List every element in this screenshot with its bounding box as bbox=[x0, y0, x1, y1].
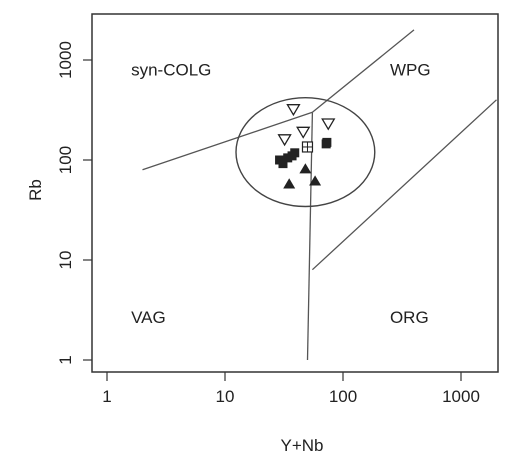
region-label: VAG bbox=[131, 308, 166, 327]
region-label: ORG bbox=[390, 308, 429, 327]
y-axis: 1 10 100 1000 bbox=[56, 41, 92, 365]
region-label: syn-COLG bbox=[131, 61, 211, 80]
ellipse-region bbox=[235, 96, 376, 208]
y-tick-label: 1 bbox=[56, 355, 75, 364]
filled-triangle-point bbox=[309, 175, 322, 186]
filled-triangle-point bbox=[283, 178, 296, 189]
plot-frame bbox=[91, 13, 499, 373]
filled-square-point bbox=[322, 137, 332, 147]
x-tick-label: 1 bbox=[102, 387, 111, 406]
x-axis: 1 10 100 1000 bbox=[102, 372, 480, 406]
ellipse-layer bbox=[235, 96, 376, 208]
y-tick-label: 10 bbox=[56, 251, 75, 270]
x-axis-title: Y+Nb bbox=[281, 436, 324, 455]
x-tick-label: 100 bbox=[329, 387, 357, 406]
filled-square-point bbox=[290, 148, 300, 158]
region-label: WPG bbox=[390, 61, 431, 80]
open-triangle-point bbox=[296, 126, 311, 139]
y-axis-title: Rb bbox=[26, 179, 45, 201]
boundary-line bbox=[306, 112, 314, 361]
y-tick-label: 1000 bbox=[56, 41, 75, 79]
open-triangle-point bbox=[321, 118, 336, 131]
plot-area bbox=[91, 13, 499, 373]
boundary-line bbox=[142, 111, 313, 171]
boundary-line bbox=[311, 99, 497, 271]
filled-triangle-point bbox=[299, 163, 312, 174]
boundary-line bbox=[311, 29, 415, 113]
data-markers bbox=[275, 104, 336, 189]
y-tick-label: 100 bbox=[56, 146, 75, 174]
filled-square-point bbox=[278, 159, 288, 169]
boundary-lines bbox=[142, 29, 497, 361]
x-tick-label: 1000 bbox=[442, 387, 480, 406]
x-tick-label: 10 bbox=[216, 387, 235, 406]
open-triangle-point bbox=[277, 134, 292, 147]
open-triangle-point bbox=[286, 104, 301, 117]
region-labels: syn-COLG WPG VAG ORG bbox=[131, 61, 430, 327]
